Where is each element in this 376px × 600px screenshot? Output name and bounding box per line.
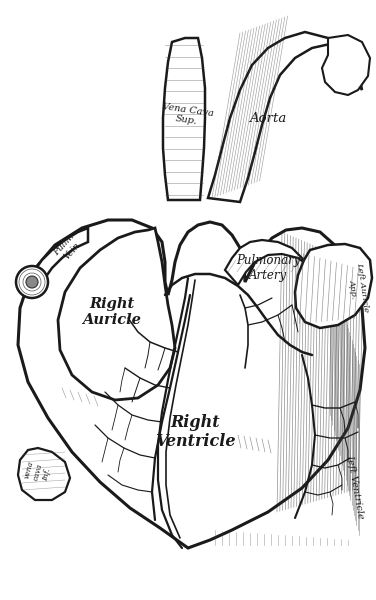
Polygon shape xyxy=(208,32,362,202)
Polygon shape xyxy=(295,244,372,328)
Text: Pulm.
Vein: Pulm. Vein xyxy=(52,232,84,264)
Polygon shape xyxy=(322,35,370,95)
Polygon shape xyxy=(18,220,365,548)
Polygon shape xyxy=(225,240,312,285)
Text: Aorta: Aorta xyxy=(249,112,287,124)
Text: Pulmonary
Artery: Pulmonary Artery xyxy=(236,254,300,282)
Circle shape xyxy=(26,276,38,288)
Text: vena
cava
Inf.: vena cava Inf. xyxy=(23,460,53,484)
Text: Vena Cava
Sup.: Vena Cava Sup. xyxy=(160,102,214,128)
Text: Right
Auricle: Right Auricle xyxy=(83,297,141,327)
Circle shape xyxy=(16,266,48,298)
Polygon shape xyxy=(58,228,175,400)
Text: Right
Ventricle: Right Ventricle xyxy=(155,414,235,450)
Text: left Ventricle: left Ventricle xyxy=(345,456,365,520)
Text: Left Auricle
App.: Left Auricle App. xyxy=(346,262,370,314)
Polygon shape xyxy=(163,38,205,200)
Polygon shape xyxy=(18,448,70,500)
Polygon shape xyxy=(32,228,88,282)
